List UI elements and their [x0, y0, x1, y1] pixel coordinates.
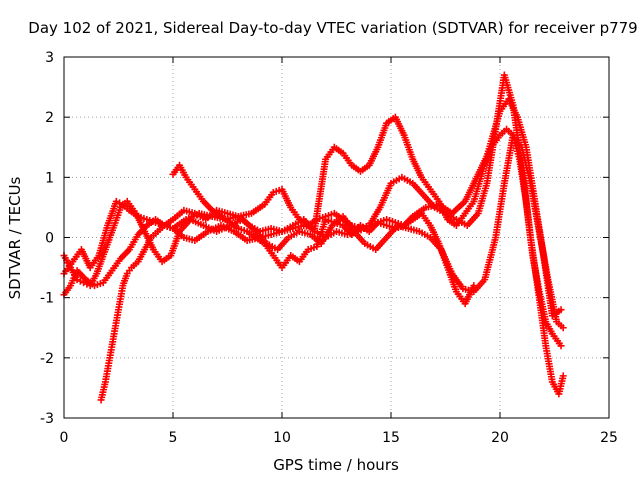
x-tick-label: 0 — [60, 430, 69, 446]
axis-ticks: 0 5 10 15 20 25 -3 -2 -1 0 1 2 3 — [40, 50, 618, 446]
data-point-interp — [83, 280, 91, 288]
y-tick-label: 3 — [45, 50, 54, 66]
plot-frame — [63, 56, 610, 419]
y-tick-label: 2 — [45, 110, 54, 126]
y-tick-label: -2 — [40, 351, 54, 367]
x-tick-label: 20 — [491, 430, 509, 446]
data-point — [73, 276, 81, 284]
data-point — [559, 372, 567, 380]
x-tick-label: 25 — [600, 430, 618, 446]
x-axis-label: GPS time / hours — [273, 456, 399, 474]
y-tick-label: 0 — [45, 231, 54, 247]
data-point — [559, 324, 567, 332]
x-tick-label: 15 — [382, 430, 400, 446]
y-tick-label: -1 — [40, 291, 54, 307]
x-tick-label: 10 — [273, 430, 291, 446]
x-tick-label: 5 — [169, 430, 178, 446]
data-points — [60, 71, 567, 404]
data-point-interp — [76, 277, 84, 285]
y-tick-label: -3 — [40, 411, 54, 427]
data-point — [557, 306, 565, 314]
chart-title: Day 102 of 2021, Sidereal Day-to-day VTE… — [28, 19, 637, 37]
data-point — [557, 342, 565, 350]
y-tick-label: 1 — [45, 170, 54, 186]
y-axis-label: SDTVAR / TECUs — [6, 176, 24, 299]
data-point — [80, 279, 88, 287]
data-point — [112, 197, 120, 205]
data-point — [470, 282, 478, 290]
